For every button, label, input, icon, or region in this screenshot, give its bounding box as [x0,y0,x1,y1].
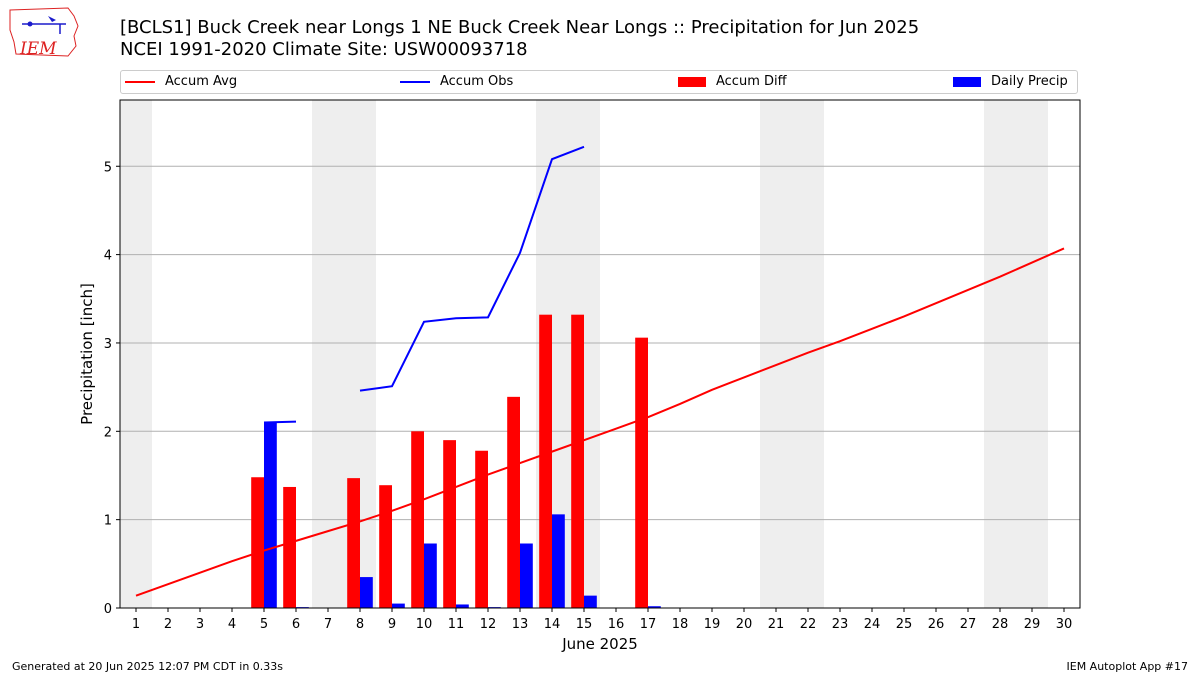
legend-swatch-accum-diff [678,76,706,87]
x-tick-label: 29 [1024,617,1041,632]
x-tick-label: 9 [388,617,396,632]
y-tick-label: 2 [104,425,112,440]
accum-diff-bar [251,477,264,608]
iowa-map-icon [9,7,79,57]
x-tick-label: 30 [1056,617,1073,632]
y-axis-label: Precipitation [inch] [78,283,96,425]
x-tick-label: 17 [640,617,657,632]
x-tick-label: 3 [196,617,204,632]
daily-precip-bar [264,422,277,608]
x-tick-label: 7 [324,617,332,632]
x-tick-label: 25 [896,617,913,632]
legend-swatch-accum-obs [400,80,430,83]
footer-generated: Generated at 20 Jun 2025 12:07 PM CDT in… [12,660,284,673]
x-tick-label: 16 [608,617,625,632]
legend-item-accum-avg: Accum Avg [125,74,237,89]
y-tick-label: 5 [104,160,112,175]
x-tick-label: 11 [448,617,465,632]
y-tick-label: 4 [104,249,112,264]
daily-precip-bar [552,514,565,608]
legend-item-accum-diff: Accum Diff [678,74,787,89]
accum-diff-bar [507,396,520,608]
x-tick-label: 15 [576,617,593,632]
x-tick-label: 19 [704,617,721,632]
weekend-band [760,100,792,608]
daily-precip-bar [424,543,437,608]
x-tick-label: 1 [132,617,140,632]
weekend-band [312,100,344,608]
legend-label-accum-avg: Accum Avg [165,74,238,89]
x-tick-label: 10 [416,617,433,632]
daily-precip-bar [360,577,373,608]
x-tick-label: 24 [864,617,881,632]
y-tick-label: 3 [104,337,112,352]
weekend-band [984,100,1016,608]
weekend-band [1016,100,1048,608]
daily-precip-bar [456,604,469,608]
daily-precip-bar [520,543,533,608]
x-tick-label: 13 [512,617,529,632]
accum-diff-bar [411,431,424,608]
legend-swatch-accum-avg [125,80,155,83]
x-tick-label: 2 [164,617,172,632]
accum-obs-line [359,145,585,392]
accum-diff-bar [571,314,584,608]
weekend-band [792,100,824,608]
y-tick-label: 1 [104,514,112,529]
accum-diff-bar [539,314,552,608]
y-tick-label: 0 [104,602,112,617]
legend-label-accum-obs: Accum Obs [440,74,514,89]
plot-frame [119,99,1081,609]
x-axis-label: June 2025 [561,635,638,653]
x-tick-label: 20 [736,617,753,632]
legend-swatch-daily-precip [953,76,981,87]
accum-diff-bar [475,450,488,608]
daily-precip-bar [392,603,405,608]
daily-precip-bar [584,595,597,608]
accum-obs-line [263,420,297,424]
accum-diff-bar [347,478,360,608]
footer-app: IEM Autoplot App #17 [1066,660,1189,673]
legend-label-accum-diff: Accum Diff [716,74,787,89]
chart-title: [BCLS1] Buck Creek near Longs 1 NE Buck … [120,17,920,38]
x-tick-label: 28 [992,617,1009,632]
x-tick-label: 4 [228,617,236,632]
legend: Accum Avg Accum Obs Accum Diff Daily Pre… [120,70,1078,94]
x-tick-label: 26 [928,617,945,632]
x-tick-label: 8 [356,617,364,632]
iem-logo: IEM [8,6,82,60]
daily-precip-bar [648,606,661,608]
legend-label-daily-precip: Daily Precip [991,74,1068,89]
x-tick-label: 27 [960,617,977,632]
x-tick-label: 12 [480,617,497,632]
legend-item-daily-precip: Daily Precip [953,74,1068,89]
weekend-band [120,100,152,608]
x-tick-label: 6 [292,617,300,632]
chart-subtitle: NCEI 1991-2020 Climate Site: USW00093718 [120,39,528,60]
x-tick-label: 14 [544,617,561,632]
x-tick-label: 18 [672,617,689,632]
accum-diff-bar [283,486,296,608]
legend-item-accum-obs: Accum Obs [400,74,513,89]
x-tick-label: 23 [832,617,849,632]
x-tick-label: 5 [260,617,268,632]
accum-diff-bar [379,485,392,608]
x-tick-label: 22 [800,617,817,632]
accum-diff-bar [635,337,648,608]
x-tick-label: 21 [768,617,785,632]
logo-text: IEM [20,39,57,59]
accum-diff-bar [443,440,456,608]
accum-avg-line [135,247,1065,597]
